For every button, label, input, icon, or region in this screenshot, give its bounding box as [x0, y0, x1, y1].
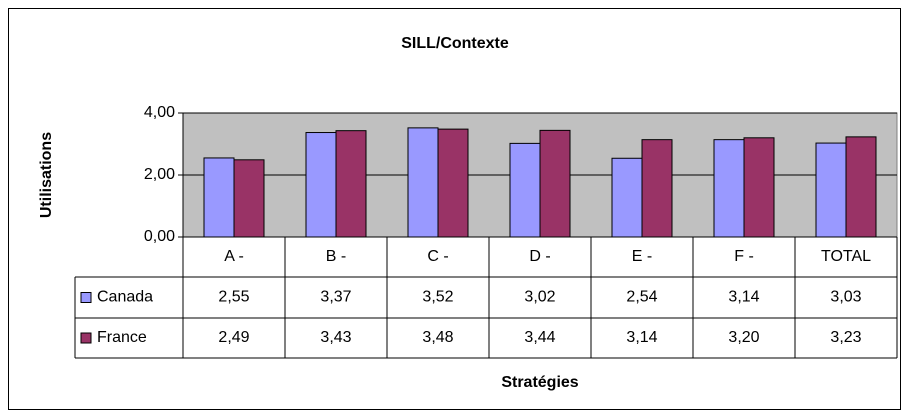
legend-swatch	[80, 292, 92, 303]
table-value: 3,03	[830, 289, 861, 306]
bar	[845, 136, 877, 238]
table-value: 3,48	[422, 329, 453, 346]
bar	[641, 139, 673, 238]
bar	[509, 142, 541, 238]
table-value: 3,02	[524, 289, 555, 306]
table-value: 3,52	[422, 289, 453, 306]
table-value: 3,37	[320, 289, 351, 306]
table-value: 2,54	[626, 289, 657, 306]
bar	[335, 130, 367, 238]
x-tick-label: F -	[734, 248, 754, 265]
x-axis-label: Stratégies	[501, 374, 578, 391]
table-value: 3,44	[524, 329, 555, 346]
legend-swatch	[80, 332, 92, 344]
x-tick-label: A -	[224, 248, 244, 265]
legend-label: Canada	[97, 289, 153, 306]
legend-label: France	[97, 329, 147, 346]
bar	[203, 157, 235, 238]
table-value: 2,55	[218, 289, 249, 306]
bar	[743, 137, 775, 238]
bar	[233, 159, 265, 238]
bar	[437, 128, 469, 238]
x-tick-label: TOTAL	[821, 248, 871, 265]
y-axis-label: Utilisations	[38, 132, 55, 218]
bar	[305, 132, 337, 238]
table-value: 3,14	[626, 329, 657, 346]
x-tick-label: B -	[326, 248, 346, 265]
y-tick-label: 2,00	[144, 166, 175, 183]
bar	[407, 127, 439, 238]
y-tick-label: 4,00	[144, 104, 175, 121]
table-value: 3,23	[830, 329, 861, 346]
table-value: 2,49	[218, 329, 249, 346]
table-value: 3,14	[728, 289, 759, 306]
y-tick-label: 0,00	[144, 228, 175, 245]
table-value: 3,43	[320, 329, 351, 346]
x-tick-label: E -	[632, 248, 652, 265]
chart-title: SILL/Contexte	[401, 35, 509, 52]
table-value: 3,20	[728, 329, 759, 346]
bar	[539, 129, 571, 238]
x-tick-label: D -	[529, 248, 550, 265]
bar	[611, 157, 643, 238]
bar	[815, 142, 847, 238]
bar	[713, 139, 745, 238]
x-tick-label: C -	[427, 248, 448, 265]
